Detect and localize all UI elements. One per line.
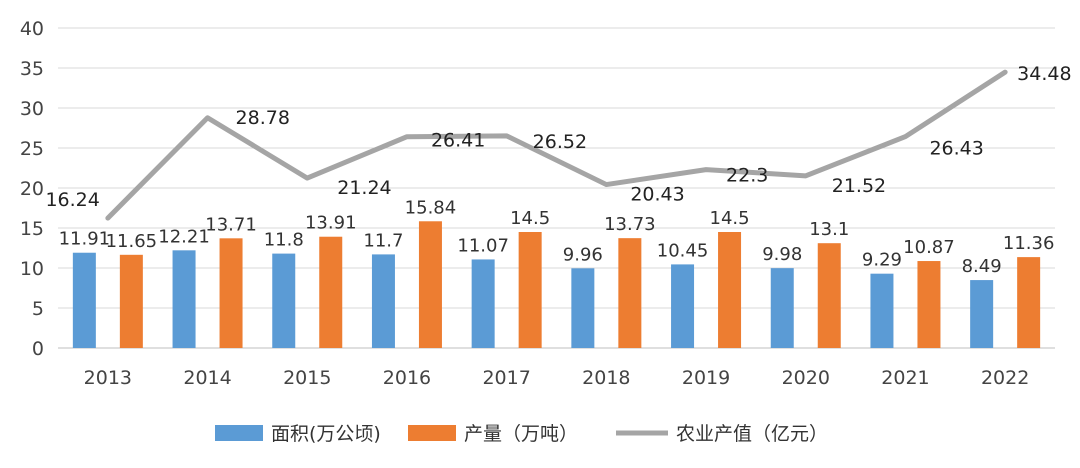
x-tick-label: 2018 [582,367,630,389]
bar-output-2018 [618,238,642,348]
x-tick-label: 2014 [183,367,231,389]
bar-value-label: 12.21 [158,226,210,247]
bar-value-label: 10.87 [903,237,955,258]
y-tick-label: 0 [32,338,44,360]
x-tick-label: 2016 [383,367,431,389]
y-axis-ticks: 0 5 10 15 20 25 30 35 40 [20,18,44,360]
bar-value-label: 13.73 [604,214,656,235]
bar-value-label: 11.36 [1003,233,1055,254]
bar-value-label: 11.91 [59,229,111,250]
line-value-label: 21.52 [832,175,886,197]
line-series [105,69,1008,221]
bar-value-label: 10.45 [657,240,709,261]
line-value-label: 26.41 [431,130,485,152]
line-value-label: 21.24 [337,177,391,199]
bar-output-2017 [518,232,542,348]
x-tick-label: 2021 [881,367,929,389]
bar-area-2017 [471,259,495,348]
line-value-label: 26.52 [533,131,587,153]
bar-value-label: 11.8 [264,230,304,251]
line-value-label: 34.48 [1017,63,1071,85]
bar-value-label: 13.91 [305,213,357,234]
bar-value-label: 13.1 [809,219,849,240]
bar-value-label: 14.5 [510,208,550,229]
bar-area-2014 [172,250,196,348]
bar-value-label: 15.84 [405,197,457,218]
y-tick-label: 20 [20,178,44,200]
bar-output-2019 [718,232,742,348]
bar-area-2013 [72,252,96,348]
bar-output-2015 [319,236,343,348]
legend-output-label: 产量（万吨） [464,423,578,445]
bar-output-2022 [1017,257,1041,348]
gridlines [58,27,1055,349]
legend-area-label: 面积(万公顷) [271,423,381,445]
bar-output-2014 [219,238,243,348]
line-value-label: 26.43 [929,138,983,160]
legend-agri-value-label: 农业产值（亿元） [676,423,828,445]
y-tick-label: 30 [20,98,44,120]
bar-output-2021 [917,261,941,348]
x-tick-label: 2019 [682,367,730,389]
legend: 面积(万公顷) 产量（万吨） 农业产值（亿元） [215,423,828,445]
bar-area-2015 [272,253,296,348]
bar-value-label: 9.29 [862,250,902,271]
bar-area-2019 [671,264,695,348]
y-tick-label: 40 [20,18,44,40]
legend-output-swatch [408,425,456,441]
bars [72,221,1041,348]
line-value-label: 28.78 [236,107,290,129]
line-value-label: 16.24 [45,189,99,211]
bar-area-2020 [770,268,794,348]
x-tick-label: 2022 [981,367,1029,389]
y-tick-label: 15 [20,218,44,240]
bar-output-2020 [817,243,841,348]
y-tick-label: 10 [20,258,44,280]
bar-area-2022 [970,280,994,348]
data-labels: 11.91 12.21 11.8 11.7 11.07 9.96 10.45 9.98 9.29… [45,63,1071,277]
bar-value-label: 8.49 [962,256,1002,277]
bar-area-2016 [371,254,395,348]
bar-value-label: 13.71 [205,214,257,235]
bar-output-2016 [418,221,442,348]
x-tick-label: 2020 [782,367,830,389]
bar-value-label: 14.5 [710,208,750,229]
x-tick-label: 2013 [84,367,132,389]
bar-value-label: 9.98 [762,244,802,265]
y-tick-label: 25 [20,138,44,160]
x-tick-label: 2015 [283,367,331,389]
bar-area-2021 [870,273,894,348]
bar-value-label: 11.65 [106,231,158,252]
bar-value-label: 11.7 [363,230,403,251]
bar-area-2018 [571,268,595,348]
bar-value-label: 11.07 [457,235,509,256]
bar-output-2013 [119,254,143,348]
line-agri-output-value [105,69,1008,221]
y-tick-label: 35 [20,58,44,80]
legend-area-swatch [215,425,263,441]
y-tick-label: 5 [32,298,44,320]
bar-value-label: 9.96 [563,244,603,265]
x-axis-ticks: 2013 2014 2015 2016 2017 2018 2019 2020 2021 2022 [84,367,1030,389]
line-value-label: 22.3 [726,165,768,187]
line-value-label: 20.43 [630,184,684,206]
x-tick-label: 2017 [482,367,530,389]
